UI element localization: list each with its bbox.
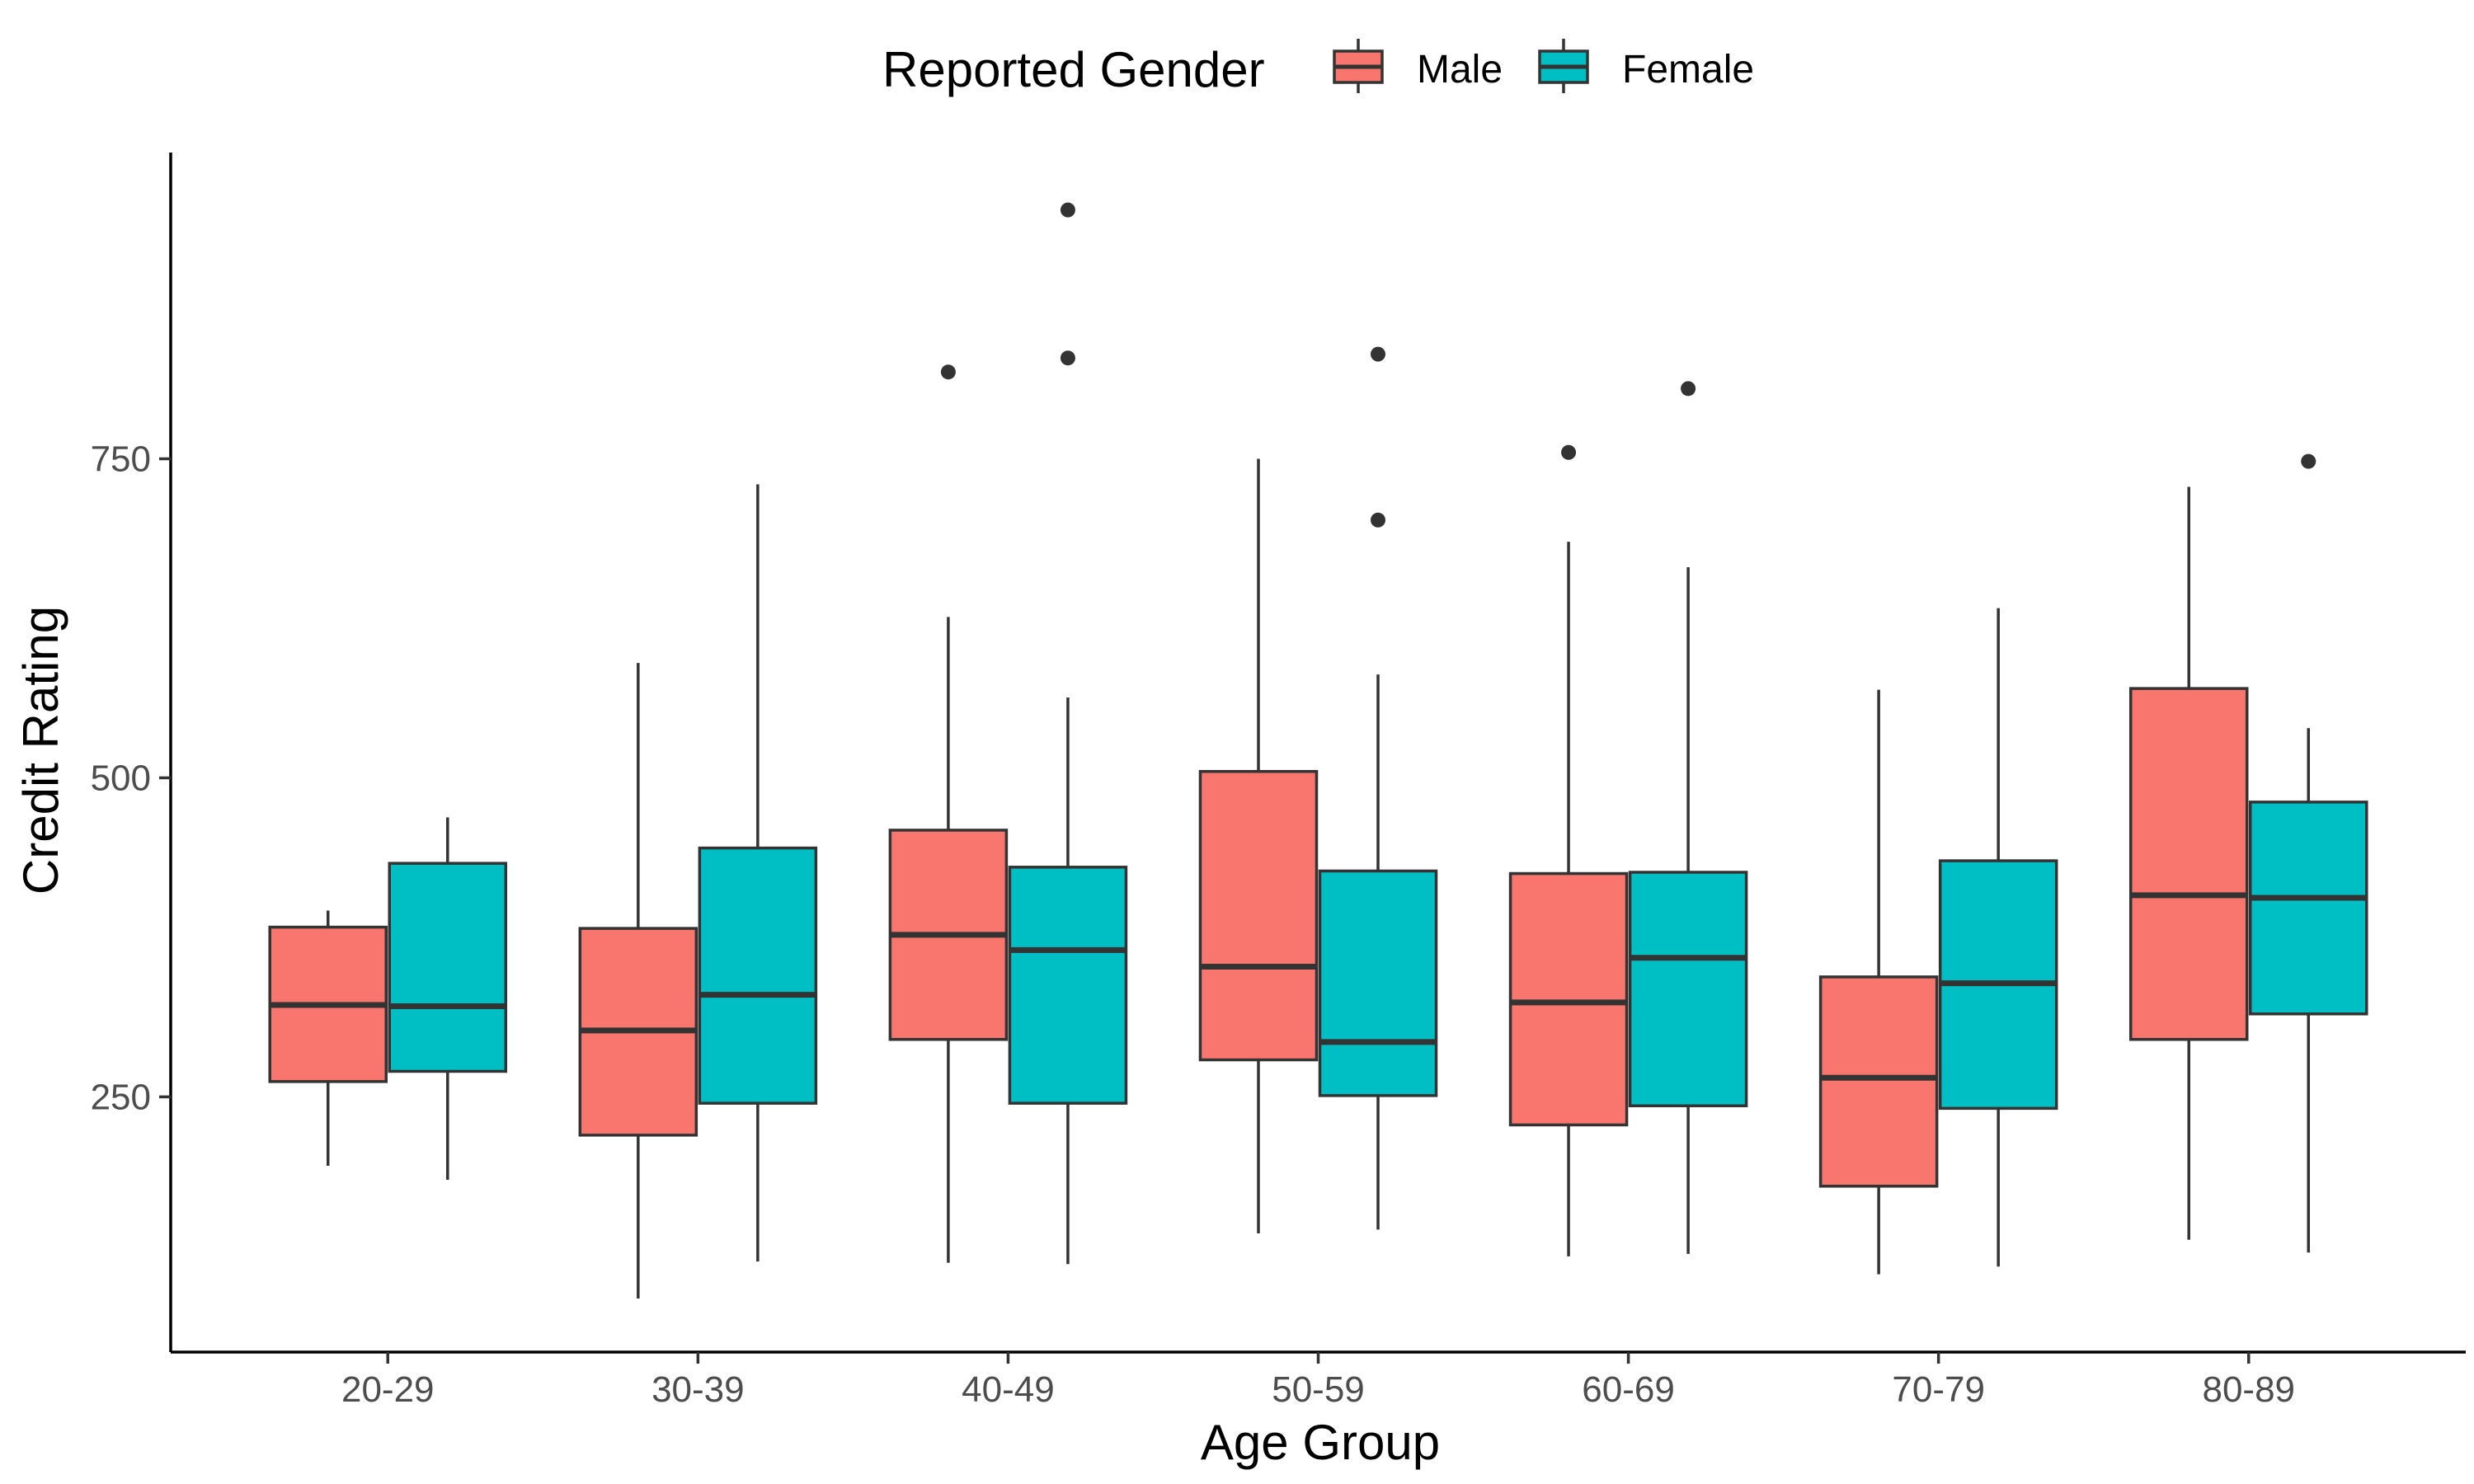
- box-male-30-39: [578, 663, 698, 1298]
- box-male-20-29: [268, 910, 388, 1167]
- axes: [169, 153, 2466, 1354]
- box-male-40-49: [888, 364, 1009, 1263]
- box-female-70-79: [1938, 608, 2058, 1267]
- y-ticks: 250 500 750: [91, 439, 171, 1117]
- box-male-50-59: [1198, 458, 1319, 1234]
- iqr-box: [698, 846, 818, 1105]
- outlier-point: [1060, 350, 1075, 366]
- box-male-80-89: [2128, 486, 2249, 1240]
- outlier-point: [940, 364, 956, 380]
- outlier-point: [1060, 202, 1075, 218]
- x-tick-label: 60-69: [1582, 1369, 1675, 1410]
- x-tick-label: 20-29: [341, 1369, 435, 1410]
- outlier-point: [2301, 453, 2316, 469]
- iqr-box: [1198, 769, 1319, 1062]
- iqr-box: [2248, 801, 2368, 1016]
- legend: Reported Gender Male Female: [882, 39, 1754, 97]
- legend-label: Male: [1417, 48, 1503, 92]
- legend-item-female: Female: [1538, 39, 1754, 93]
- legend-label: Female: [1622, 48, 1754, 92]
- iqr-box: [1628, 871, 1748, 1108]
- x-tick-label: 30-39: [651, 1369, 745, 1410]
- x-tick-label: 40-49: [962, 1369, 1055, 1410]
- y-tick-label: 750: [91, 439, 151, 479]
- box-female-40-49: [1008, 202, 1128, 1265]
- iqr-box: [2128, 687, 2249, 1041]
- iqr-box: [1318, 869, 1438, 1097]
- iqr-box: [1008, 866, 1128, 1105]
- x-ticks: 20-29 30-39 40-49 50-59 60-69 70-79 80-89: [341, 1352, 2295, 1410]
- x-tick-label: 80-89: [2202, 1369, 2295, 1410]
- box-male-70-79: [1818, 689, 1939, 1275]
- box-female-30-39: [698, 484, 818, 1262]
- box-female-50-59: [1318, 346, 1438, 1230]
- iqr-box: [1818, 975, 1939, 1188]
- x-tick-label: 50-59: [1272, 1369, 1365, 1410]
- y-tick-label: 250: [91, 1077, 151, 1117]
- box-female-80-89: [2248, 453, 2368, 1253]
- outlier-point: [1561, 444, 1577, 460]
- y-tick-label: 500: [91, 758, 151, 798]
- outlier-point: [1371, 512, 1386, 528]
- legend-items: Male Female: [1333, 39, 1754, 93]
- iqr-box: [1508, 871, 1629, 1127]
- x-tick-label: 70-79: [1892, 1369, 1985, 1410]
- box-female-60-69: [1628, 381, 1748, 1254]
- outlier-point: [1371, 346, 1386, 362]
- y-axis-title: Credit Rating: [13, 606, 68, 895]
- legend-item-male: Male: [1333, 39, 1503, 93]
- iqr-box: [388, 862, 508, 1073]
- outlier-point: [1681, 381, 1696, 397]
- box-female-20-29: [388, 817, 508, 1181]
- x-axis-title: Age Group: [1201, 1415, 1440, 1470]
- box-male-60-69: [1508, 444, 1629, 1256]
- box-groups: [268, 202, 2368, 1298]
- legend-title: Reported Gender: [882, 42, 1265, 97]
